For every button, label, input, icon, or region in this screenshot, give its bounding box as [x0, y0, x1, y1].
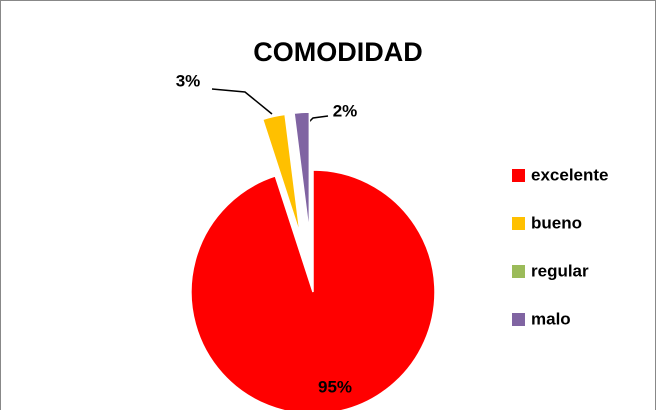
data-label: 2%: [333, 101, 358, 120]
legend-label: regular: [531, 261, 589, 280]
data-label: 95%: [318, 377, 352, 396]
pie-slice: [293, 111, 311, 235]
data-label: 3%: [176, 71, 201, 90]
pie-slice: [261, 113, 302, 236]
legend-swatch: [512, 265, 525, 278]
legend-swatch: [512, 313, 525, 326]
legend-swatch: [512, 169, 525, 182]
legend-swatch: [512, 217, 525, 230]
leader-line: [211, 88, 273, 115]
legend-label: bueno: [531, 213, 582, 232]
chart-title: COMODIDAD: [253, 37, 423, 67]
pie-slice: [190, 169, 436, 410]
legend-label: malo: [531, 309, 571, 328]
legend-label: excelente: [531, 165, 609, 184]
